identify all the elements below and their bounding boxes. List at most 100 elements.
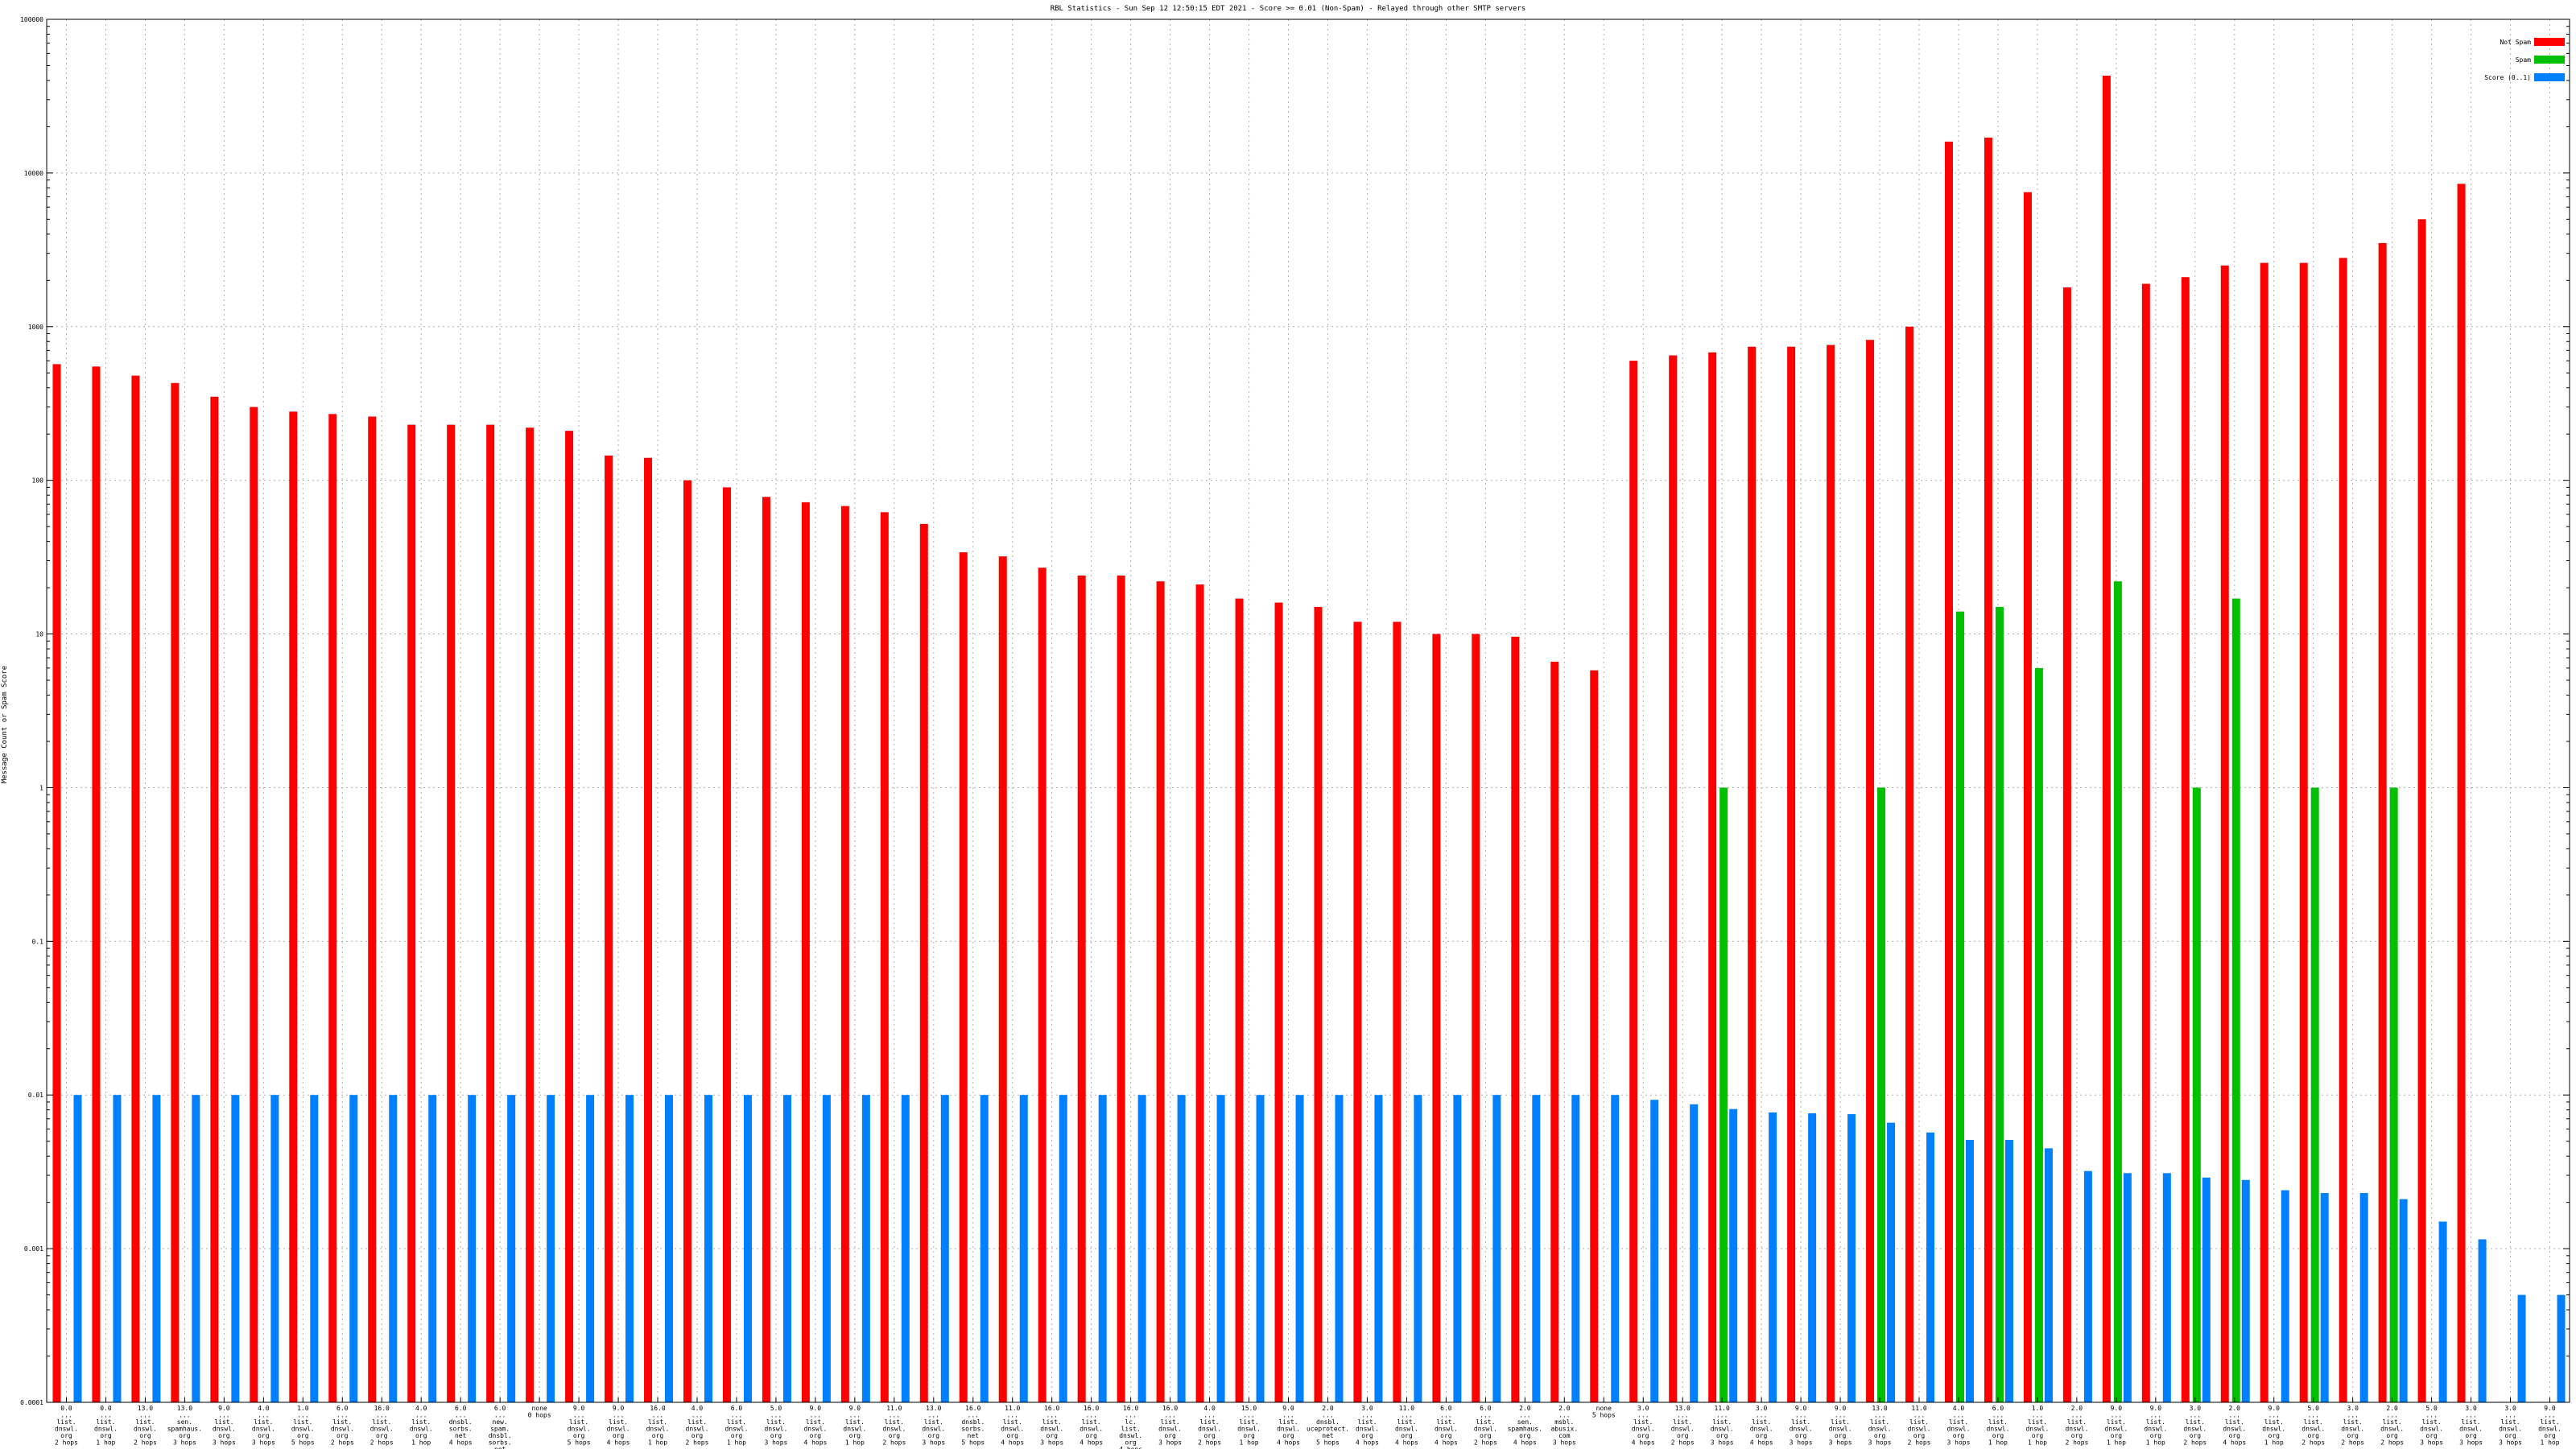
legend-label: Score (0..1) xyxy=(2484,74,2531,81)
bar-not-spam xyxy=(919,523,928,1403)
bar-not-spam xyxy=(1550,662,1559,1402)
bar-score-0-1 xyxy=(1453,1095,1462,1402)
y-tick-label: 1000 xyxy=(28,324,43,331)
x-tick-label: 4.0... list. dnswl. org 2 hops xyxy=(686,1405,709,1447)
y-tick-label: 100 xyxy=(32,477,44,485)
bar-score-0-1 xyxy=(1019,1095,1028,1402)
bar-spam xyxy=(2113,581,2122,1402)
bar-not-spam xyxy=(644,457,653,1402)
x-tick-label: 9.0... list. dnswl. org 4 hops xyxy=(1277,1405,1300,1447)
bar-score-0-1 xyxy=(547,1095,555,1402)
x-tick-label: 13.0... sen. spamhaus. org 3 hops xyxy=(167,1405,202,1447)
x-tick-label: 9.0... list. dnswl. org 1 hop xyxy=(2104,1405,2128,1447)
y-tick-labels: 0.0001 0.001 0.01 0.1 1 10 100 1000 10000 100000 xyxy=(20,16,43,1406)
bar-not-spam xyxy=(1353,621,1362,1402)
bar-score-0-1 xyxy=(389,1095,398,1402)
bar-spam xyxy=(1719,787,1728,1402)
bar-score-0-1 xyxy=(152,1095,161,1402)
chart-grid xyxy=(47,19,2570,1403)
bar-score-0-1 xyxy=(2320,1193,2329,1402)
x-tick-label: 4.0... list. dnswl. org 3 hops xyxy=(1947,1405,1971,1447)
y-tick-label: 0.1 xyxy=(32,938,44,945)
x-tick-label: 3.0... list. dnswl. org 4 hops xyxy=(1356,1405,1379,1447)
bar-not-spam xyxy=(1195,584,1204,1402)
bar-not-spam xyxy=(683,480,691,1402)
bar-not-spam xyxy=(92,366,101,1403)
bar-not-spam xyxy=(2260,262,2268,1402)
x-tick-label: 9.0... list. dnswl. org 1 hop xyxy=(2144,1405,2167,1447)
bar-spam xyxy=(2310,787,2319,1402)
bar-not-spam xyxy=(368,416,377,1402)
x-tick-label: 4.0... list. dnswl. org 2 hops xyxy=(1198,1405,1221,1447)
bar-score-0-1 xyxy=(1571,1095,1580,1402)
bar-score-0-1 xyxy=(192,1095,200,1402)
x-tick-label: 11.0... list. dnswl. org 4 hops xyxy=(1001,1405,1024,1447)
bar-score-0-1 xyxy=(782,1095,791,1402)
bar-score-0-1 xyxy=(1414,1095,1422,1402)
bar-score-0-1 xyxy=(625,1095,634,1402)
bar-score-0-1 xyxy=(1847,1114,1856,1402)
bar-score-0-1 xyxy=(2162,1173,2171,1402)
x-tick-label: 3.0... list. dnswl. org 4 hops xyxy=(1750,1405,1773,1447)
bar-score-0-1 xyxy=(113,1095,122,1402)
x-tick-label: 5.0... list. dnswl. org 3 hops xyxy=(764,1405,787,1447)
bar-score-0-1 xyxy=(507,1095,516,1402)
bar-score-0-1 xyxy=(861,1095,870,1402)
bar-not-spam xyxy=(2181,277,2190,1403)
bar-not-spam xyxy=(1432,634,1441,1402)
x-tick-label: none 5 hops xyxy=(1592,1405,1616,1419)
bar-score-0-1 xyxy=(1965,1140,1974,1402)
bar-score-0-1 xyxy=(665,1095,674,1402)
y-axis-label: Message Count or Spam Score xyxy=(1,666,9,783)
x-tick-label: 6.0... list. dnswl. org 1 hop xyxy=(1987,1405,2010,1447)
bar-not-spam xyxy=(2220,265,2229,1403)
bar-not-spam xyxy=(526,427,535,1402)
x-tick-label: 16.0... list. dnswl. org 2 hops xyxy=(370,1405,394,1447)
bar-not-spam xyxy=(1235,598,1244,1402)
bar-not-spam xyxy=(2378,242,2387,1402)
bar-not-spam xyxy=(171,382,180,1402)
x-tick-label: 9.0... list. dnswl. org 4 hops xyxy=(803,1405,827,1447)
x-tick-label: 16.0... list. dnswl. org 1 hop xyxy=(646,1405,670,1447)
chart-title: RBL Statistics - Sun Sep 12 12:50:15 EDT… xyxy=(1051,5,1526,13)
bar-score-0-1 xyxy=(1769,1112,1777,1402)
bar-score-0-1 xyxy=(1532,1095,1541,1402)
x-tick-label: 6.0... list. dnswl. org 2 hops xyxy=(331,1405,354,1447)
bar-not-spam xyxy=(1708,352,1717,1402)
x-tick-label: 9.0... list. dnswl. org 5 hops xyxy=(568,1405,591,1447)
bar-not-spam xyxy=(131,375,140,1403)
bar-score-0-1 xyxy=(1690,1104,1699,1402)
x-tick-label: 3.0... list. dnswl. org 3 hops xyxy=(2459,1405,2483,1447)
x-tick-label: 11.0... list. dnswl. org 4 hops xyxy=(1395,1405,1418,1447)
chart-axes xyxy=(46,19,2570,1403)
x-tick-label: 13.0... list. dnswl. org 3 hops xyxy=(1868,1405,1892,1447)
bar-not-spam xyxy=(328,414,337,1402)
y-tick-label: 100000 xyxy=(20,16,43,23)
bar-score-0-1 xyxy=(2202,1177,2211,1402)
bar-not-spam xyxy=(2062,287,2071,1403)
bar-not-spam xyxy=(762,497,770,1402)
x-tick-label: 6.0... dnsbl. sorbs. net 4 hops xyxy=(449,1405,473,1447)
bar-score-0-1 xyxy=(1335,1095,1344,1402)
bar-spam xyxy=(2231,598,2240,1402)
x-tick-label: 3.0... list. dnswl. org 2 hops xyxy=(2183,1405,2207,1447)
bar-not-spam xyxy=(1511,636,1520,1402)
x-tick-label: 9.0... list. dnswl. org 4 hops xyxy=(607,1405,630,1447)
bar-not-spam xyxy=(2299,262,2308,1402)
x-tick-label: 16.0... list. dnswl. org 3 hops xyxy=(1040,1405,1063,1447)
y-tick-label: 1 xyxy=(39,784,43,791)
bar-not-spam xyxy=(52,364,61,1403)
bar-not-spam xyxy=(1274,602,1283,1402)
x-tick-label: none 0 hops xyxy=(528,1405,551,1419)
y-tick-label: 0.01 xyxy=(28,1092,43,1099)
x-tick-label: 2.0... sen. spamhaus. org 4 hops xyxy=(1508,1405,1542,1447)
chart-legend: Not Spam Spam Score (0..1) xyxy=(2484,38,2565,81)
bar-not-spam xyxy=(1748,346,1757,1402)
bar-spam xyxy=(2192,787,2201,1402)
x-tick-label: 9.0... list. dnswl. org 1 hop xyxy=(843,1405,866,1447)
x-tick-label: 0.0... list. dnswl. org 1 hop xyxy=(94,1405,118,1447)
bar-score-0-1 xyxy=(1295,1095,1304,1402)
x-tick-label: 1.0... list. dnswl. org 5 hops xyxy=(291,1405,315,1447)
bar-spam xyxy=(1995,606,2004,1402)
